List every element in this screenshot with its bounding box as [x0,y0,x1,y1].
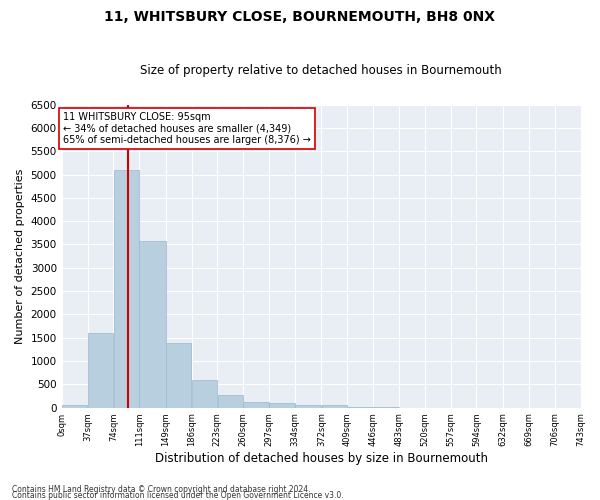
Bar [244,402,269,407]
Text: Contains HM Land Registry data © Crown copyright and database right 2024.: Contains HM Land Registry data © Crown c… [12,484,311,494]
X-axis label: Distribution of detached houses by size in Bournemouth: Distribution of detached houses by size … [155,452,488,465]
Bar [166,344,191,407]
Y-axis label: Number of detached properties: Number of detached properties [15,168,25,344]
Bar [113,170,139,408]
Bar [88,333,113,407]
Text: Contains public sector information licensed under the Open Government Licence v3: Contains public sector information licen… [12,490,344,500]
Bar [295,405,321,407]
Bar [139,240,166,408]
Bar [62,406,88,407]
Bar [192,380,217,407]
Text: 11, WHITSBURY CLOSE, BOURNEMOUTH, BH8 0NX: 11, WHITSBURY CLOSE, BOURNEMOUTH, BH8 0N… [104,10,496,24]
Bar [322,406,347,407]
Bar [269,403,295,407]
Text: 11 WHITSBURY CLOSE: 95sqm
← 34% of detached houses are smaller (4,349)
65% of se: 11 WHITSBURY CLOSE: 95sqm ← 34% of detac… [63,112,311,146]
Bar [218,395,243,407]
Title: Size of property relative to detached houses in Bournemouth: Size of property relative to detached ho… [140,64,502,77]
